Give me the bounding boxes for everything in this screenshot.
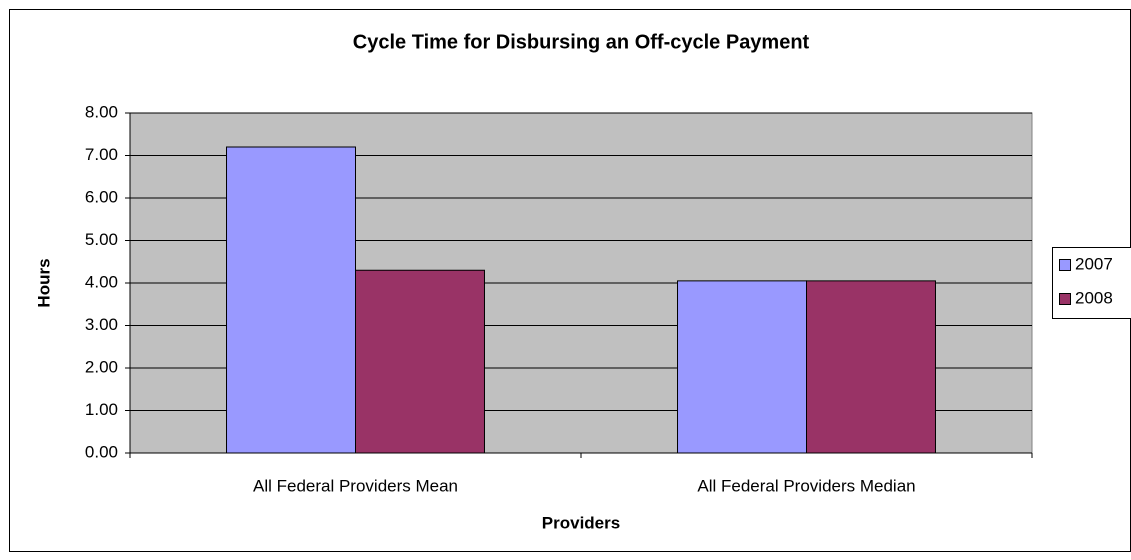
y-tick-label: 3.00 xyxy=(85,315,118,334)
y-axis-label: Hours xyxy=(34,258,53,307)
x-tick-label: All Federal Providers Median xyxy=(697,476,915,495)
y-tick-label: 0.00 xyxy=(85,442,118,461)
bar xyxy=(806,280,936,454)
chart-title: Cycle Time for Disbursing an Off-cycle P… xyxy=(353,31,810,53)
legend-swatch xyxy=(1059,293,1071,305)
x-axis-label: Providers xyxy=(542,513,620,532)
bar xyxy=(677,280,807,454)
y-tick-label: 1.00 xyxy=(85,400,118,419)
legend: 2007 2008 xyxy=(1052,247,1131,319)
legend-swatch xyxy=(1059,259,1071,271)
y-tick-label: 7.00 xyxy=(85,145,118,164)
y-tick-label: 8.00 xyxy=(85,102,118,121)
bar xyxy=(226,146,356,454)
y-tick-label: 4.00 xyxy=(85,272,118,291)
x-tick-label: All Federal Providers Mean xyxy=(253,476,458,495)
legend-label: 2008 xyxy=(1075,288,1113,307)
bar xyxy=(355,269,485,454)
y-tick-label: 5.00 xyxy=(85,230,118,249)
y-tick-label: 6.00 xyxy=(85,187,118,206)
legend-label: 2007 xyxy=(1075,254,1113,273)
y-tick-label: 2.00 xyxy=(85,357,118,376)
